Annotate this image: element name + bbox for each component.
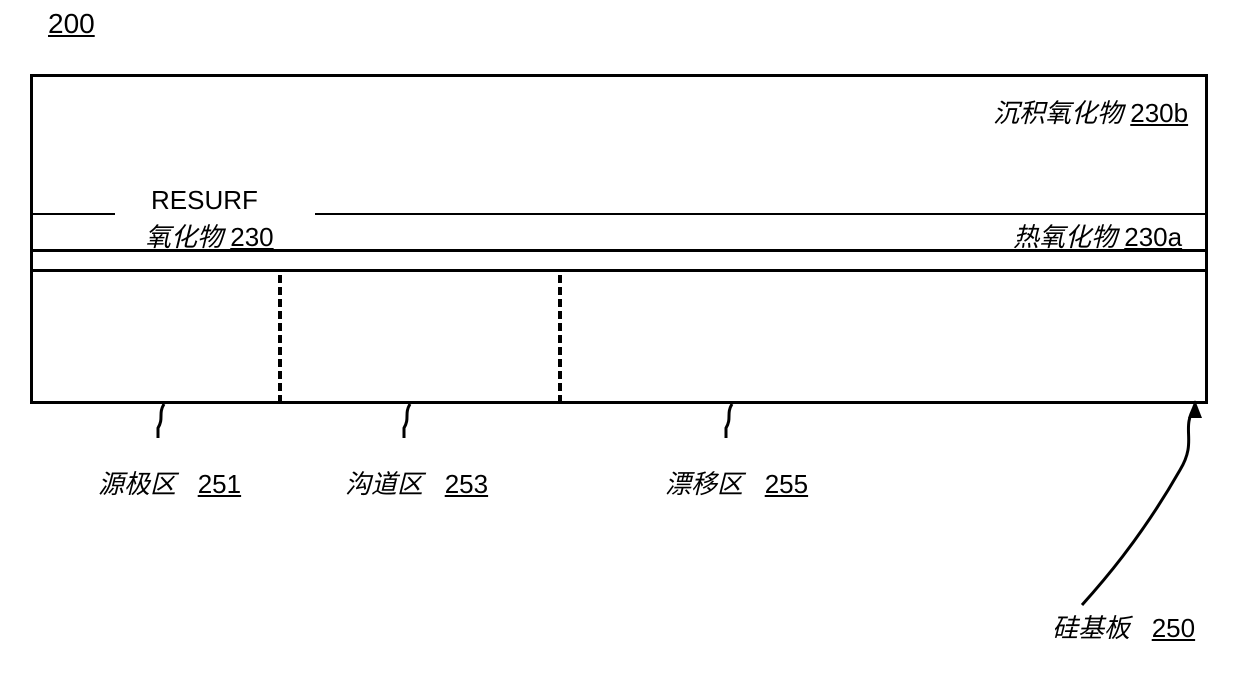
label-resurf-line1: RESURF [151, 185, 258, 216]
label-drift-region: 漂移区 255 [665, 464, 808, 501]
layer-stack: 沉积氧化物 230b RESURF 氧化物 230 热氧化物 230a [30, 74, 1208, 404]
label-resurf-num: 230 [230, 222, 273, 252]
label-channel-region-num: 253 [445, 469, 488, 499]
label-channel-region: 沟道区 253 [345, 464, 488, 501]
tick-source [150, 404, 170, 434]
tick-drift [718, 404, 738, 434]
label-source-region-text: 源极区 [98, 469, 176, 499]
label-thermal-oxide-text: 热氧化物 [1013, 222, 1117, 252]
label-thermal-oxide-num: 230a [1124, 222, 1182, 252]
label-channel-region-text: 沟道区 [345, 469, 423, 499]
label-drift-region-text: 漂移区 [665, 469, 743, 499]
line-resurf-left [33, 213, 115, 215]
label-silicon-substrate-text: 硅基板 [1052, 613, 1130, 643]
label-deposited-oxide: 沉积氧化物 230b [993, 93, 1188, 130]
tick-channel [396, 404, 416, 434]
label-deposited-oxide-text: 沉积氧化物 [993, 98, 1123, 128]
line-substrate-top [33, 269, 1205, 272]
line-resurf-right [315, 213, 1205, 215]
figure-number: 200 [48, 8, 95, 40]
label-drift-region-num: 255 [765, 469, 808, 499]
label-silicon-substrate: 硅基板 250 [1052, 608, 1195, 645]
label-source-region-num: 251 [198, 469, 241, 499]
dash-source-channel [278, 275, 282, 403]
diagram-canvas: 200 沉积氧化物 230b RESURF 氧化物 230 热氧化物 230a [0, 0, 1240, 678]
line-thermal-bottom [33, 249, 1205, 252]
arrow-substrate [1020, 400, 1220, 620]
label-resurf-line2-text: 氧化物 [145, 222, 223, 252]
dash-channel-drift [558, 275, 562, 403]
label-source-region: 源极区 251 [98, 464, 241, 501]
label-deposited-oxide-num: 230b [1130, 98, 1188, 128]
label-silicon-substrate-num: 250 [1152, 613, 1195, 643]
